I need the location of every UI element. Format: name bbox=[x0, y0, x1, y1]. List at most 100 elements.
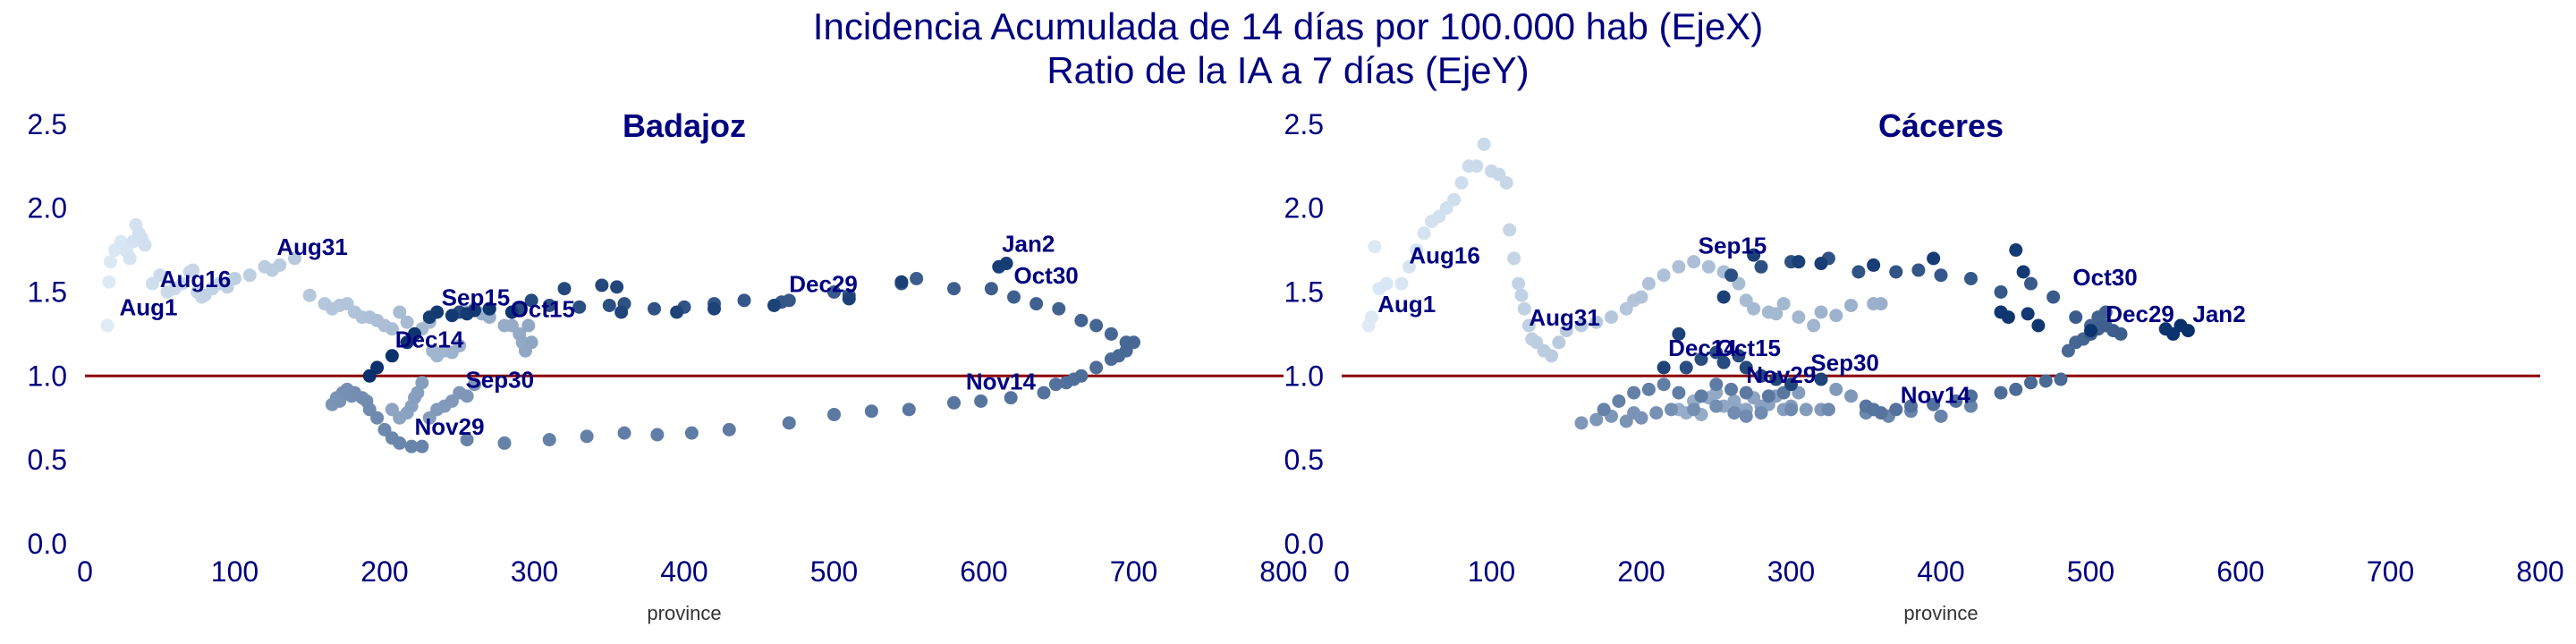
x-axis-label: province bbox=[647, 602, 721, 624]
data-point bbox=[123, 251, 137, 266]
data-point bbox=[1776, 297, 1791, 311]
data-point bbox=[1641, 276, 1656, 291]
data-point bbox=[1994, 284, 2008, 299]
data-point bbox=[1747, 248, 1761, 262]
data-point bbox=[2009, 243, 2023, 258]
data-point bbox=[102, 275, 116, 289]
data-point bbox=[385, 322, 399, 336]
data-point bbox=[1119, 335, 1133, 350]
data-point bbox=[1074, 313, 1089, 327]
data-point bbox=[1769, 372, 1784, 386]
subplot-title: Badajoz bbox=[623, 107, 746, 144]
data-point bbox=[708, 301, 721, 316]
date-annotation: Jan2 bbox=[1002, 230, 1055, 257]
data-point bbox=[1792, 255, 1806, 269]
data-point bbox=[460, 389, 474, 403]
data-point bbox=[1829, 309, 1843, 323]
data-point bbox=[1852, 265, 1866, 279]
y-tick-label: 1.0 bbox=[28, 360, 67, 392]
data-point bbox=[557, 282, 572, 296]
data-point bbox=[1949, 394, 1963, 408]
data-point bbox=[1574, 416, 1589, 430]
data-point bbox=[1104, 326, 1118, 341]
data-point bbox=[468, 303, 481, 318]
data-point bbox=[288, 251, 301, 266]
date-annotation: Oct30 bbox=[2072, 264, 2137, 291]
data-point bbox=[2001, 310, 2015, 325]
data-point bbox=[1754, 369, 1768, 383]
data-point bbox=[1829, 382, 1843, 396]
x-axis-label: province bbox=[1903, 602, 1978, 624]
date-annotation: Sep15 bbox=[442, 284, 511, 310]
data-point bbox=[1089, 360, 1104, 375]
x-tick-label: 600 bbox=[960, 555, 1007, 588]
data-point bbox=[1784, 377, 1798, 392]
date-annotation: Aug1 bbox=[1377, 291, 1436, 318]
data-point bbox=[1927, 397, 1941, 411]
data-point bbox=[1687, 255, 1701, 269]
x-tick-label: 300 bbox=[1767, 555, 1815, 588]
data-point bbox=[1574, 318, 1589, 333]
data-point bbox=[737, 293, 751, 308]
data-point bbox=[1716, 290, 1731, 304]
y-tick-label: 0.0 bbox=[1284, 528, 1324, 560]
data-point bbox=[186, 263, 200, 277]
date-annotation: Nov14 bbox=[1901, 381, 1971, 408]
data-point bbox=[524, 293, 538, 308]
data-point bbox=[1417, 226, 1431, 241]
data-point bbox=[1089, 318, 1104, 333]
data-point bbox=[842, 292, 856, 306]
data-point bbox=[2024, 276, 2038, 291]
data-point bbox=[2069, 310, 2083, 325]
data-point bbox=[1874, 406, 1888, 420]
data-point bbox=[273, 258, 287, 272]
data-point bbox=[1701, 259, 1716, 274]
data-point bbox=[1004, 391, 1018, 405]
data-point bbox=[1964, 389, 1978, 403]
date-annotation: Dec14 bbox=[395, 326, 464, 352]
data-point bbox=[984, 282, 998, 296]
subplot-caceres: Cáceres 0 100 200 300 400 500 600 700 800 0.0 0.5 1.… bbox=[1284, 107, 2564, 624]
data-point bbox=[1589, 412, 1604, 427]
data-point bbox=[1649, 406, 1664, 420]
date-annotation: Dec29 bbox=[2106, 301, 2174, 327]
data-point bbox=[1521, 318, 1536, 333]
data-point bbox=[1769, 307, 1784, 321]
x-tick-label: 300 bbox=[511, 555, 558, 588]
data-point bbox=[138, 238, 152, 252]
data-point bbox=[1739, 386, 1753, 400]
data-point bbox=[400, 335, 414, 350]
data-point bbox=[1048, 377, 1063, 392]
data-point bbox=[572, 300, 587, 314]
data-point bbox=[1792, 310, 1806, 325]
data-point bbox=[2009, 382, 2023, 396]
figure-title-line2: Ratio de la IA a 7 días (EjeY) bbox=[1046, 49, 1529, 91]
data-point bbox=[2021, 307, 2035, 321]
data-point bbox=[1964, 399, 1978, 413]
data-point bbox=[1672, 259, 1686, 274]
date-annotation: Dec14 bbox=[1668, 335, 1737, 361]
data-point bbox=[1754, 259, 1768, 274]
date-annotation: Nov14 bbox=[966, 368, 1037, 394]
data-point bbox=[1754, 406, 1768, 420]
data-point bbox=[1709, 377, 1724, 392]
data-point bbox=[228, 271, 242, 285]
data-point bbox=[1665, 402, 1678, 417]
data-point bbox=[1727, 406, 1741, 420]
data-point bbox=[100, 318, 114, 333]
data-point bbox=[1889, 402, 1903, 417]
data-point bbox=[1657, 377, 1671, 392]
data-point bbox=[2084, 324, 2097, 338]
data-point bbox=[2181, 324, 2195, 338]
data-point bbox=[1657, 268, 1671, 283]
date-annotation: Oct30 bbox=[1014, 262, 1079, 289]
data-point bbox=[1687, 402, 1701, 417]
x-tick-label: 800 bbox=[1259, 555, 1307, 588]
data-point bbox=[411, 386, 425, 400]
data-point bbox=[1402, 259, 1416, 274]
data-point bbox=[504, 305, 519, 319]
data-point bbox=[1447, 192, 1462, 207]
data-point bbox=[370, 411, 385, 425]
x-tick-label: 500 bbox=[2067, 555, 2114, 588]
